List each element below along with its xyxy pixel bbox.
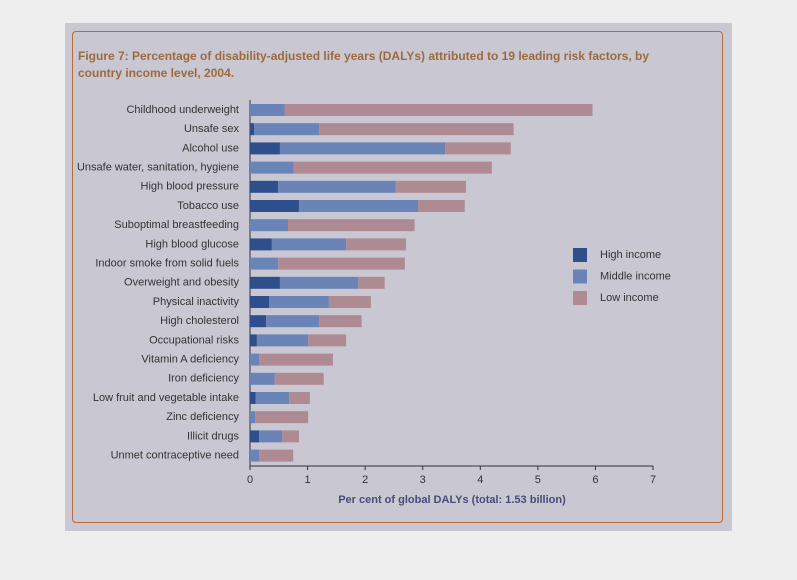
- x-tick-label: 0: [247, 474, 253, 486]
- bar-segment: [259, 430, 283, 443]
- bar-segment: [279, 276, 359, 289]
- y-tick-label: Vitamin A deficiency: [141, 354, 239, 366]
- bar-segment: [256, 334, 309, 347]
- bar-segment: [250, 161, 294, 174]
- bar-segment: [250, 430, 260, 443]
- chart-title: Figure 7: Percentage of disability-adjus…: [78, 49, 650, 80]
- y-tick-label: Childhood underweight: [126, 104, 239, 116]
- bar-segment: [255, 411, 309, 424]
- x-tick-label: 2: [362, 474, 368, 486]
- legend-swatch: [573, 291, 587, 305]
- y-tick-label: Overweight and obesity: [124, 277, 239, 289]
- x-tick-label: 4: [477, 474, 483, 486]
- x-tick-label: 5: [535, 474, 541, 486]
- legend-label: High income: [600, 249, 661, 261]
- bar-segment: [250, 180, 279, 193]
- bar-segment: [250, 104, 285, 116]
- bar-segment: [287, 219, 415, 232]
- bar-segment: [250, 219, 288, 232]
- x-tick-label: 1: [305, 474, 311, 486]
- bar-segment: [319, 315, 362, 328]
- bar-segment: [308, 334, 347, 347]
- bar-segment: [279, 142, 446, 155]
- bar-segment: [278, 180, 396, 193]
- bar-segment: [255, 392, 290, 404]
- frame: [72, 31, 723, 523]
- y-tick-label: High cholesterol: [160, 315, 239, 327]
- bar-segment: [274, 372, 324, 385]
- bar-segment: [250, 411, 256, 424]
- y-tick-label: Suboptimal breastfeeding: [114, 219, 239, 231]
- bar-segment: [268, 296, 329, 308]
- bar-segment: [254, 123, 320, 136]
- y-tick-label: Iron deficiency: [168, 373, 239, 385]
- bar-segment: [319, 123, 514, 136]
- bar-segment: [298, 200, 419, 212]
- bar-segment: [328, 296, 371, 308]
- x-tick-label: 7: [650, 474, 656, 486]
- y-tick-label: Alcohol use: [182, 142, 239, 154]
- bar-segment: [250, 238, 272, 251]
- bar-segment: [250, 449, 260, 462]
- bar-segment: [418, 200, 465, 212]
- bar-segment: [250, 142, 280, 155]
- y-tick-label: Physical inactivity: [153, 296, 240, 308]
- y-tick-label: Unmet contraceptive need: [111, 450, 239, 462]
- bar-segment: [250, 123, 255, 136]
- y-tick-label: High blood glucose: [145, 238, 239, 250]
- y-tick-label: Zinc deficiency: [166, 411, 239, 423]
- y-tick-label: Tobacco use: [177, 200, 239, 212]
- bar-segment: [284, 104, 593, 116]
- bar-segment: [445, 142, 511, 155]
- y-tick-label: Occupational risks: [149, 334, 239, 346]
- legend-swatch: [573, 248, 587, 262]
- bar-segment: [271, 238, 347, 251]
- bar-segment: [250, 200, 299, 212]
- bar-segment: [346, 238, 407, 251]
- legend-swatch: [573, 269, 587, 284]
- bar-segment: [250, 334, 257, 347]
- bar-segment: [278, 257, 405, 270]
- y-tick-label: Illicit drugs: [187, 430, 239, 442]
- bar-segment: [250, 372, 275, 385]
- y-tick-label: Unsafe sex: [184, 123, 240, 135]
- bar-segment: [250, 296, 269, 308]
- bar-segment: [250, 276, 280, 289]
- bar-segment: [358, 276, 385, 289]
- bar-segment: [250, 257, 279, 270]
- x-tick-label: 3: [420, 474, 426, 486]
- bar-segment: [266, 315, 320, 328]
- y-tick-label: Indoor smoke from solid fuels: [95, 258, 239, 270]
- bar-segment: [293, 161, 492, 174]
- y-tick-label: Unsafe water, sanitation, hygiene: [77, 162, 239, 174]
- legend-label: Low income: [600, 292, 659, 304]
- bar-segment: [282, 430, 299, 443]
- bar-segment: [250, 353, 260, 366]
- bar-segment: [259, 449, 294, 462]
- x-tick-label: 6: [592, 474, 598, 486]
- bar-segment: [250, 315, 267, 328]
- legend-label: Middle income: [600, 270, 671, 282]
- bar-segment: [259, 353, 333, 366]
- y-tick-label: Low fruit and vegetable intake: [93, 392, 239, 404]
- bar-segment: [250, 392, 256, 404]
- bar-segment: [289, 392, 310, 404]
- y-tick-label: High blood pressure: [141, 181, 239, 193]
- bar-segment: [395, 180, 466, 193]
- x-axis-label: Per cent of global DALYs (total: 1.53 bi…: [338, 494, 566, 506]
